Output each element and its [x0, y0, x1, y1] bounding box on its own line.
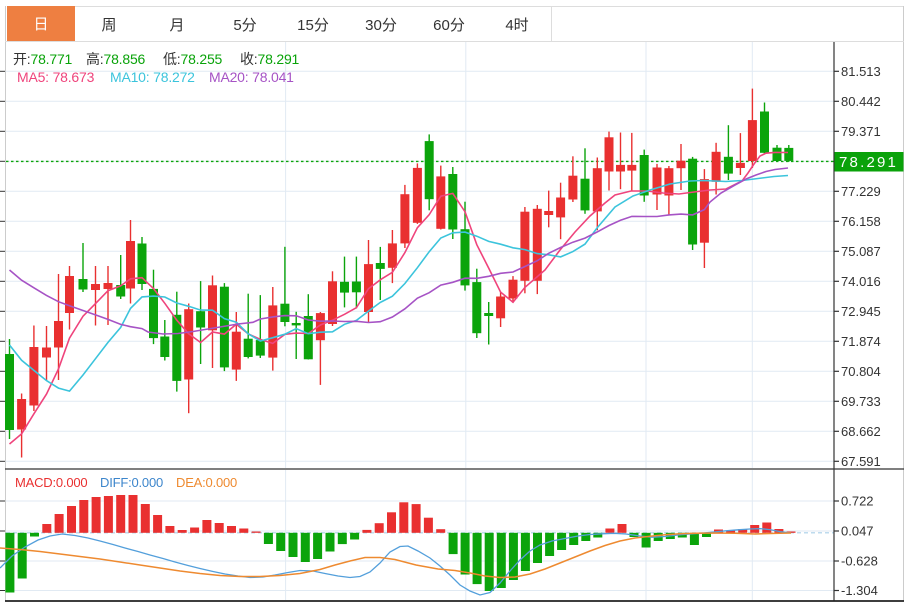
svg-text:70.804: 70.804 [841, 364, 881, 379]
svg-text:MA20: 78.041: MA20: 78.041 [209, 69, 294, 85]
svg-text:78.291: 78.291 [839, 154, 898, 171]
svg-text:72.945: 72.945 [841, 304, 881, 319]
svg-text:69.733: 69.733 [841, 394, 881, 409]
svg-text:-0.628: -0.628 [841, 554, 878, 569]
svg-text:MACD:0.000: MACD:0.000 [15, 475, 87, 490]
svg-text:MA10: 78.272: MA10: 78.272 [110, 69, 195, 85]
svg-text:77.229: 77.229 [841, 184, 881, 199]
svg-text:开:78.771: 开:78.771 [13, 51, 73, 67]
svg-text:收:78.291: 收:78.291 [240, 51, 300, 67]
svg-text:79.371: 79.371 [841, 124, 881, 139]
svg-text:0.047: 0.047 [841, 524, 874, 539]
svg-text:低:78.255: 低:78.255 [163, 51, 223, 67]
svg-text:-1.304: -1.304 [841, 583, 878, 598]
svg-text:81.513: 81.513 [841, 64, 881, 79]
svg-text:68.662: 68.662 [841, 424, 881, 439]
svg-text:DIFF:0.000: DIFF:0.000 [100, 475, 163, 490]
svg-text:67.591: 67.591 [841, 454, 881, 469]
svg-text:0.722: 0.722 [841, 494, 874, 509]
svg-text:76.158: 76.158 [841, 214, 881, 229]
svg-text:75.087: 75.087 [841, 244, 881, 259]
svg-text:MA5: 78.673: MA5: 78.673 [17, 69, 95, 85]
svg-text:74.016: 74.016 [841, 274, 881, 289]
svg-text:71.874: 71.874 [841, 334, 881, 349]
svg-text:80.442: 80.442 [841, 94, 881, 109]
svg-text:DEA:0.000: DEA:0.000 [176, 475, 237, 490]
svg-text:高:78.856: 高:78.856 [86, 51, 146, 67]
